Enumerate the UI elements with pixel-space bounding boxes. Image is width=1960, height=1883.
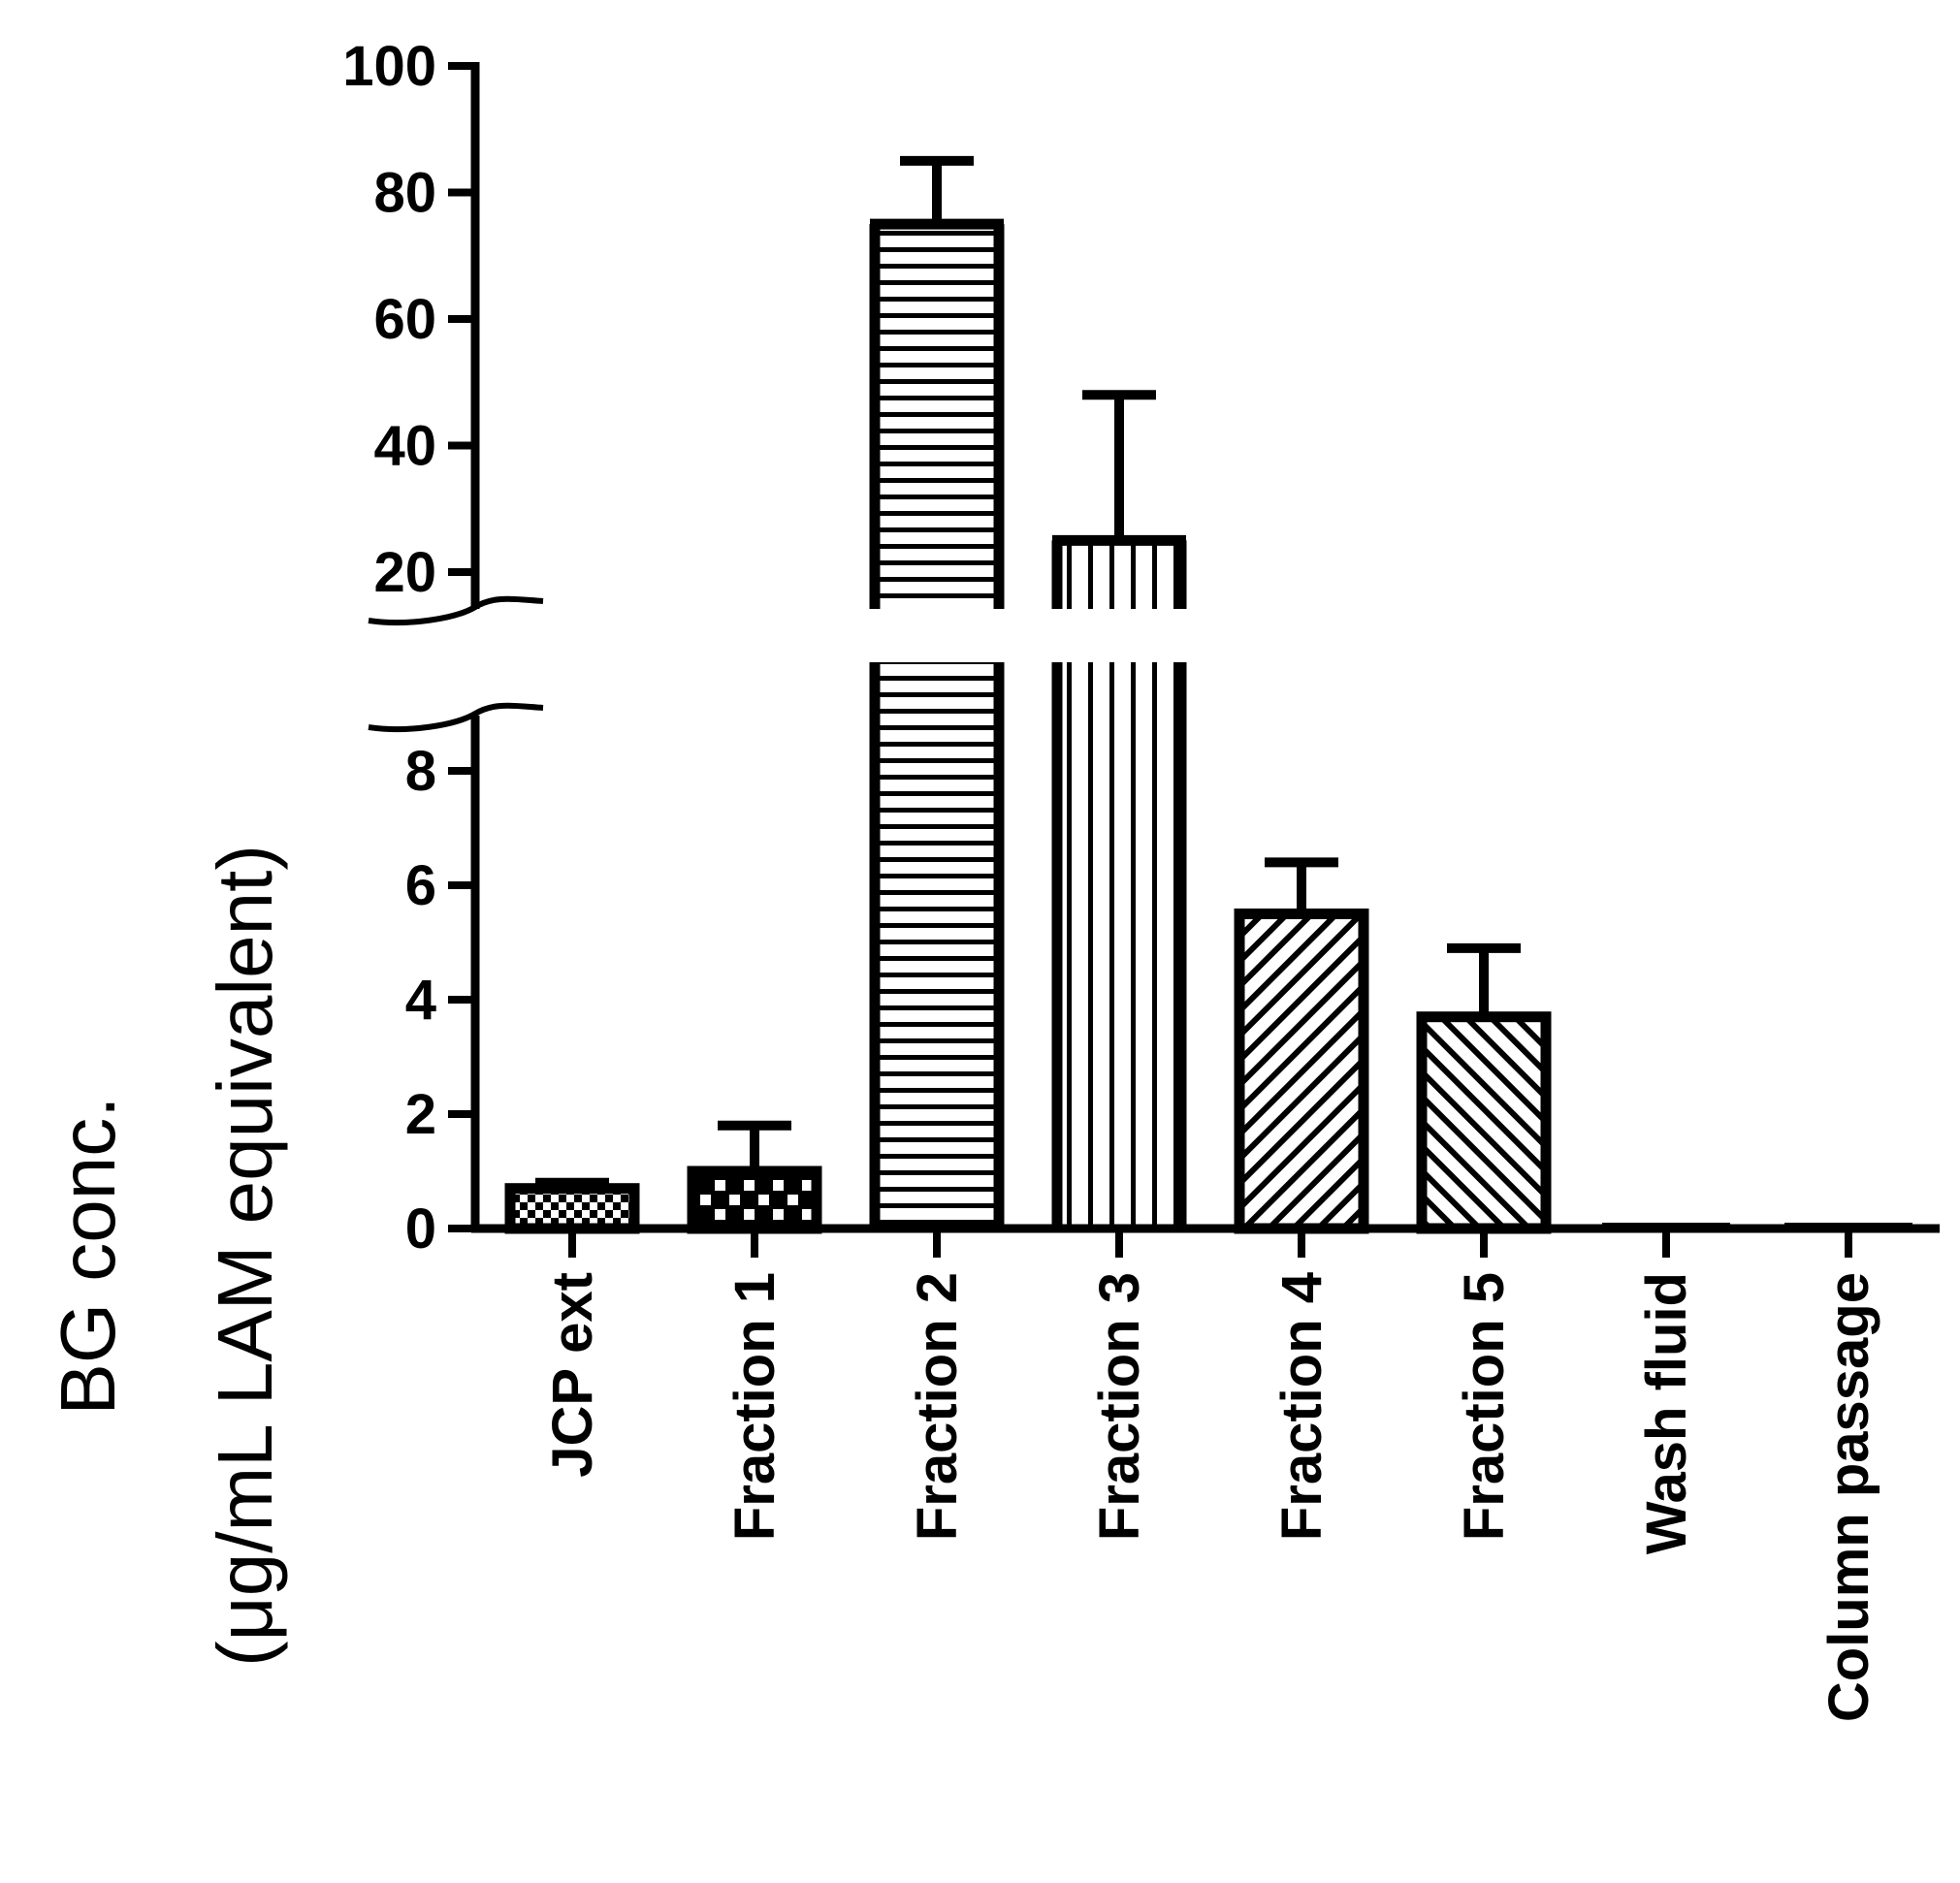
bar-6 xyxy=(1416,1011,1552,1234)
y-tick-label-upper-0: 20 xyxy=(373,541,436,604)
y-tick-label-upper-1: 40 xyxy=(373,415,436,478)
x-label-6: Fraction 5 xyxy=(1453,1272,1516,1541)
y-tick-label-lower-1: 2 xyxy=(405,1083,436,1146)
y-tick-label-upper-2: 60 xyxy=(373,288,436,351)
y-axis-title-line2: (μg/mL LAM equivalent) xyxy=(202,845,288,1667)
x-label-2: Fraction 1 xyxy=(723,1272,787,1541)
axes-group xyxy=(368,62,1940,1258)
axis-break-mark-1 xyxy=(368,702,544,732)
y-axis-title: BG conc. (μg/mL LAM equivalent) xyxy=(45,845,288,1667)
x-label-4: Fraction 3 xyxy=(1088,1272,1151,1541)
bar-3-lower xyxy=(875,662,999,1229)
x-label-5: Fraction 4 xyxy=(1270,1272,1333,1541)
x-label-7: Wash fluid xyxy=(1635,1272,1698,1554)
x-label-8: Column passage xyxy=(1817,1272,1880,1722)
y-tick-label-upper-4: 100 xyxy=(342,35,436,98)
y-axis-title-line1: BG conc. xyxy=(45,1096,131,1415)
bar-5 xyxy=(1234,909,1369,1234)
bar-3-upper xyxy=(875,224,999,609)
bar-2 xyxy=(687,1165,822,1234)
bars-group xyxy=(504,218,1912,1234)
y-ticks-group: 0 2 4 6 8 20 40 60 80 100 xyxy=(342,35,475,1261)
y-tick-label-upper-3: 80 xyxy=(373,162,436,225)
y-tick-label-lower-3: 6 xyxy=(405,854,436,917)
x-label-1: JCP ext xyxy=(541,1272,604,1478)
x-labels-group: JCP ext Fraction 1 Fraction 2 Fraction 3 Fra… xyxy=(541,1272,1880,1722)
y-tick-label-lower-4: 8 xyxy=(405,740,436,803)
y-tick-label-lower-2: 4 xyxy=(405,969,436,1032)
bar-4-lower xyxy=(1057,662,1181,1229)
error-bars-group xyxy=(535,155,1521,1189)
bar-4-upper xyxy=(1057,540,1181,609)
bar-1 xyxy=(504,1183,640,1234)
axis-break-mark-2 xyxy=(368,595,544,625)
axis-break-gap xyxy=(853,609,1203,662)
y-tick-label-lower-0: 0 xyxy=(405,1197,436,1261)
x-label-3: Fraction 2 xyxy=(906,1272,969,1541)
